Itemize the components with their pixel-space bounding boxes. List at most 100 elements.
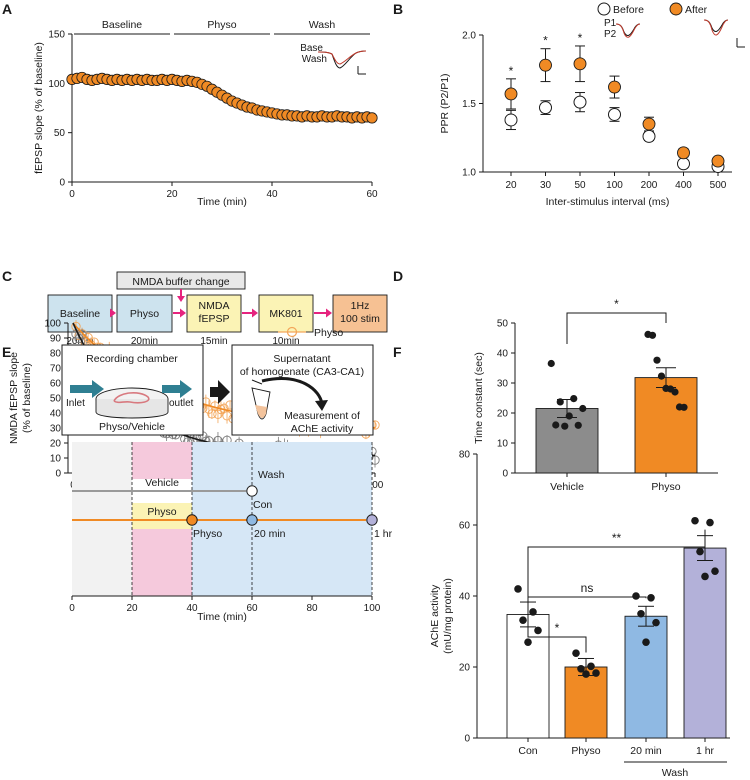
c-data-point	[213, 409, 223, 419]
b-after-point	[711, 154, 725, 168]
b-legend-after: After	[685, 4, 708, 16]
a-phase-label: Wash	[309, 19, 336, 31]
e-x-tick-label: 0	[69, 603, 75, 614]
c-y-axis-tick-label: 10	[50, 454, 62, 465]
f-data-point	[519, 616, 527, 624]
a-y-axis-tick-label: 150	[48, 30, 65, 41]
b-legend-after-marker	[669, 2, 683, 16]
a-phase-label: Baseline	[102, 19, 142, 31]
e-x-tick-label: 100	[364, 603, 381, 614]
b-after-point	[642, 117, 656, 131]
e-vehicle-band-label: Vehicle	[145, 477, 179, 489]
b-y-axis-tick-label: 2.0	[462, 31, 476, 42]
c-protocol-label: MK801	[269, 308, 302, 320]
f-y-axis-tick-label: 0	[464, 734, 470, 745]
b-x-tick-label: 200	[641, 180, 658, 191]
f-data-point	[592, 669, 600, 677]
b-y-axis-tick-label: 1.5	[462, 99, 476, 110]
c-protocol-duration: 20min	[131, 336, 158, 347]
e-supernatant-title: of homogenate (CA3-CA1)	[240, 366, 364, 378]
panel-label-b: B	[393, 1, 403, 17]
d-data-point	[671, 388, 679, 396]
e-x-tick-label: 20	[126, 603, 138, 614]
f-significance-bracket	[527, 594, 587, 653]
a-x-tick-label: 0	[69, 189, 75, 200]
c-data-point	[222, 411, 232, 421]
d-bar	[634, 377, 698, 474]
c-buffer-change-label: NMDA buffer change	[132, 276, 229, 288]
f-x-tick-label: 1 hr	[696, 745, 715, 757]
e-tube-liquid	[255, 405, 267, 418]
d-data-point	[653, 356, 661, 364]
d-y-axis-title: Time constant (sec)	[473, 352, 485, 444]
f-significance-bracket	[527, 594, 647, 599]
f-data-point	[647, 593, 655, 602]
f-data-point	[534, 626, 542, 635]
c-protocol-box	[332, 294, 388, 333]
e-x-tick-label: 60	[246, 603, 258, 614]
e-measure-label: Measurement of	[284, 410, 360, 422]
e-outlet-arrow	[162, 380, 192, 398]
b-after-point	[608, 80, 621, 94]
d-data-point	[552, 421, 560, 429]
c-y-axis-tick-label: 30	[50, 424, 62, 435]
e-sample-point	[246, 485, 258, 497]
b-legend-before: Before	[613, 4, 644, 16]
c-protocol-arrowhead	[110, 308, 116, 318]
b-legend-before-marker	[597, 2, 611, 16]
b-x-tick-label: 500	[710, 180, 727, 191]
d-data-point	[574, 421, 582, 429]
b-before-point	[642, 129, 656, 143]
c-protocol-duration: 20min	[66, 336, 93, 347]
d-significance-bracket	[566, 312, 667, 344]
c-y-axis-tick-label: 80	[50, 349, 62, 360]
c-protocol-label: 100 stim	[340, 313, 380, 325]
f-data-point	[572, 649, 580, 657]
e-hippocampus-slice	[113, 392, 150, 404]
c-legend-marker	[286, 326, 298, 338]
b-significance: *	[578, 31, 583, 45]
b-x-tick-label: 30	[540, 180, 552, 191]
c-y-axis-tick-label: 90	[50, 334, 62, 345]
f-y-axis-tick-label: 60	[459, 521, 471, 532]
e-chamber-title: Recording chamber	[86, 353, 178, 365]
d-y-axis-tick-label: 20	[497, 409, 509, 420]
d-x-tick-label: Physo	[651, 481, 680, 493]
d-bar	[535, 408, 599, 474]
f-y-axis-title: AChE activity	[429, 584, 441, 647]
c-protocol-arrowhead	[252, 308, 258, 318]
f-data-point	[529, 608, 537, 616]
b-after-point	[539, 58, 552, 72]
b-after-point	[677, 146, 690, 160]
f-y-axis-tick-label: 20	[459, 663, 471, 674]
f-data-point	[632, 592, 640, 600]
e-sample-label: 20 min	[254, 528, 286, 540]
panel-a: A 0 50 100 150 0 20 40 60 Time (min) fEPSP slope …	[2, 1, 378, 208]
e-x-tick-label: 80	[306, 603, 318, 614]
f-data-point	[582, 670, 590, 678]
c-protocol-label: NMDA	[199, 300, 230, 312]
f-data-point	[691, 516, 699, 525]
d-y-axis-tick-label: 10	[497, 439, 509, 450]
f-data-point	[642, 638, 650, 646]
c-data-point	[207, 409, 217, 419]
f-data-point	[577, 664, 585, 673]
f-x-tick-label: 20 min	[630, 745, 662, 757]
f-data-point	[524, 638, 532, 646]
c-y-axis-tick-label: 20	[50, 439, 62, 450]
panel-label-d: D	[393, 268, 403, 284]
c-protocol-arrowhead	[180, 308, 186, 318]
b-x-tick-label: 400	[675, 180, 692, 191]
d-y-axis-tick-label: 0	[502, 469, 508, 480]
f-y-axis-tick-label: 80	[459, 450, 471, 461]
panel-b: B 1.0 1.5 2.0 20 30 50 100 200 400 500 Inter-stimu…	[393, 1, 745, 208]
panel-label-e: E	[2, 344, 11, 360]
e-measure-label: AChE activity	[291, 423, 354, 435]
a-y-axis-title: fEPSP slope (% of baseline)	[33, 42, 45, 174]
f-data-point	[706, 518, 714, 527]
b-x-tick-label: 20	[505, 180, 517, 191]
f-data-point	[696, 547, 704, 556]
c-y-axis-tick-label: 60	[50, 379, 62, 390]
b-x-tick-label: 100	[606, 180, 623, 191]
e-inlet-arrow	[70, 380, 104, 398]
